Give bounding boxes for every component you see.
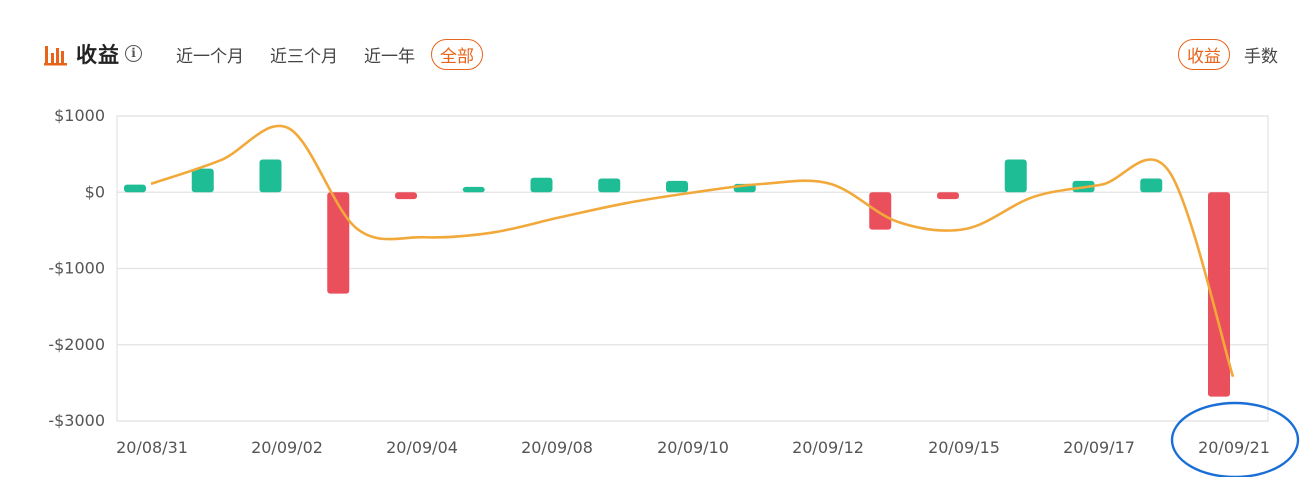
tab-one-month[interactable]: 近一个月 — [176, 46, 244, 67]
x-tick-label: 20/08/31 — [116, 438, 188, 457]
x-tick-label: 20/09/15 — [928, 438, 1000, 457]
y-tick-label: $0 — [85, 182, 105, 201]
x-tick-label: 20/09/02 — [251, 438, 323, 457]
bar-positive — [462, 186, 485, 193]
mode-tabs: 收益 手数 — [1178, 38, 1278, 70]
y-tick-label: -$2000 — [48, 335, 105, 354]
info-icon[interactable]: i — [125, 44, 142, 62]
bar-negative — [937, 192, 959, 200]
tab-lots[interactable]: 手数 — [1244, 46, 1278, 67]
bar-chart-icon — [44, 46, 67, 66]
y-tick-label: $1000 — [54, 106, 105, 125]
bar-positive — [598, 178, 621, 193]
bar-positive — [1140, 178, 1163, 193]
bar-negative — [395, 192, 417, 200]
title-group: 收益 i — [42, 38, 142, 70]
x-tick-label: 20/09/08 — [521, 438, 593, 457]
bar-positive — [191, 168, 214, 193]
x-tick-label: 20/09/12 — [792, 438, 864, 457]
bar-negative — [869, 192, 892, 230]
header: 收益 i 近一个月 近三个月 近一年 全部 收益 手数 — [0, 0, 1312, 100]
y-tick-label: -$3000 — [48, 411, 105, 430]
tab-profit[interactable]: 收益 — [1178, 38, 1230, 70]
x-tick-label: 20/09/17 — [1063, 438, 1135, 457]
range-tabs: 近一个月 近三个月 近一年 全部 — [176, 38, 509, 70]
tab-three-months[interactable]: 近三个月 — [270, 46, 338, 67]
bar-positive — [124, 184, 146, 193]
y-tick-label: -$1000 — [48, 259, 105, 278]
x-tick-label: 20/09/04 — [386, 438, 458, 457]
bar-negative — [327, 192, 350, 294]
page-title: 收益 — [76, 43, 120, 67]
x-tick-label: 20/09/10 — [657, 438, 729, 457]
bar-positive — [1004, 159, 1027, 193]
bar-positive — [666, 180, 688, 193]
highlight-circle — [1170, 401, 1300, 477]
cumulative-profit-line — [150, 124, 1235, 378]
tab-all[interactable]: 全部 — [431, 38, 483, 70]
bar-positive — [530, 177, 553, 193]
bar-positive — [259, 159, 282, 193]
x-tick-label: 20/09/21 — [1198, 438, 1270, 457]
tab-one-year[interactable]: 近一年 — [364, 46, 415, 67]
